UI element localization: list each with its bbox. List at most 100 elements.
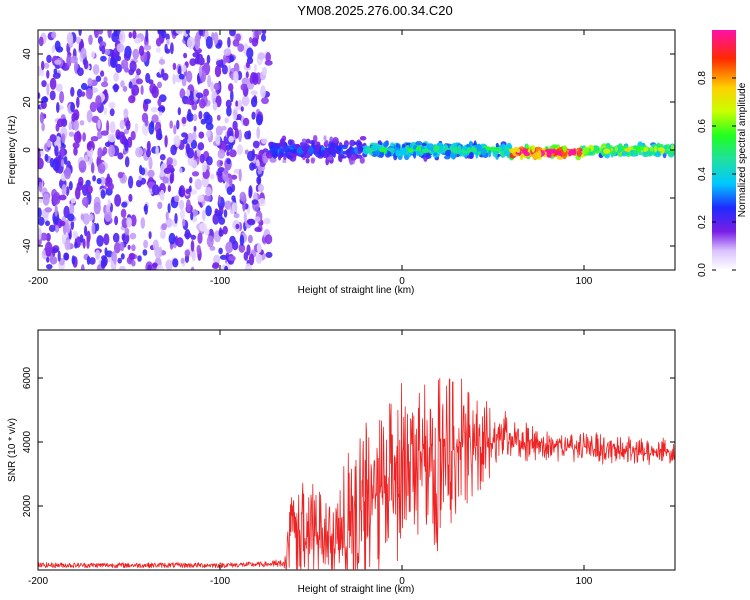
spectrogram-cell <box>169 120 173 129</box>
spectrogram-cell <box>71 255 76 265</box>
spectrogram-cell <box>194 178 202 190</box>
spectrogram-cell <box>261 33 266 42</box>
spectrogram-cell <box>256 242 262 254</box>
spectrogram-cell <box>522 149 528 155</box>
spectrogram-cell <box>186 132 194 144</box>
spectrogram-cell <box>128 81 133 89</box>
spectrogram-cell <box>41 122 45 132</box>
spectrogram-cell <box>74 186 81 200</box>
spectrogram-cell <box>68 131 75 137</box>
spectrogram-cell <box>70 86 75 97</box>
spectrogram-cell <box>125 120 131 131</box>
snr-x-ticks: -200 -100 0 100 <box>28 330 593 587</box>
snr-series-line <box>38 377 675 570</box>
spectrogram-cell <box>103 76 108 83</box>
x-tick-label: -200 <box>28 276 48 287</box>
spectrogram-cell <box>122 85 128 92</box>
spectrogram-cell <box>113 242 121 254</box>
spectrogram-cell <box>78 160 87 173</box>
spectrogram-cell <box>172 258 179 268</box>
spectrogram-cell <box>413 151 417 159</box>
colorbar-tick-label: 0.0 <box>697 263 708 277</box>
spectrogram-cell <box>104 209 112 222</box>
spectrogram-cell <box>151 85 159 99</box>
spectrogram-cell <box>229 175 233 189</box>
spectrogram-cell <box>225 144 231 152</box>
spectrogram-cell <box>286 154 293 160</box>
spectrogram-cell <box>38 147 41 160</box>
spectrogram-cell <box>311 140 315 148</box>
spectrogram-cell <box>240 83 247 91</box>
spectrogram-cell <box>219 227 223 237</box>
spectrogram-cell <box>160 230 166 239</box>
spectrogram-cell <box>73 131 82 144</box>
spectrogram-cell <box>158 58 166 65</box>
spectrogram-cell <box>143 239 149 249</box>
spectrogram-cell <box>228 83 234 92</box>
spectrogram-cell <box>83 59 89 70</box>
spectrogram-cell <box>63 156 68 165</box>
spectrogram-cell <box>118 265 126 270</box>
spectrogram-cell <box>378 148 385 153</box>
spectrogram-cell <box>66 54 72 68</box>
spectrogram-cell <box>59 91 65 104</box>
spectrogram-cell <box>48 224 56 232</box>
spectrogram-cell <box>73 109 80 121</box>
spectrogram-cell <box>156 264 164 270</box>
spectrogram-cell <box>129 60 137 73</box>
spectrogram-cell <box>119 119 125 130</box>
spectrogram-cell <box>241 95 250 107</box>
spectrogram-cell <box>64 239 71 251</box>
spectrogram-cell <box>228 149 237 158</box>
spectrogram-cell <box>79 120 85 126</box>
spectrogram-cell <box>421 148 426 153</box>
spectrogram-cell <box>251 37 259 47</box>
spectrogram-cell <box>205 186 212 197</box>
spectrogram-cell <box>624 147 631 152</box>
spectrogram-cell <box>80 91 86 97</box>
spectrogram-cell <box>212 101 218 111</box>
spectrogram-x-ticks: -200 -100 0 100 <box>28 30 593 287</box>
spectrogram-cell <box>639 143 643 147</box>
spectrogram-cell <box>186 147 195 159</box>
spectrogram-cell <box>198 98 206 109</box>
spectrogram-cell <box>193 125 197 132</box>
spectrogram-cell <box>425 154 432 159</box>
spectrogram-cell <box>264 234 273 245</box>
spectrogram-cell <box>121 201 128 208</box>
spectrogram-cell <box>183 52 188 59</box>
spectrogram-cell <box>257 52 266 60</box>
spectrogram-cell <box>99 176 106 186</box>
spectrogram-cell <box>88 157 94 164</box>
spectrogram-cell <box>252 72 259 85</box>
spectrogram-cell <box>100 55 107 62</box>
spectrogram-cell <box>244 130 251 140</box>
spectrogram-cell <box>198 131 205 139</box>
spectrogram-cell <box>97 147 103 159</box>
spectrogram-cell <box>70 219 75 230</box>
spectrogram-cell <box>264 60 273 66</box>
spectrogram-cell <box>168 232 176 245</box>
spectrogram-cell <box>68 181 73 191</box>
spectrogram-cell <box>232 120 238 131</box>
spectrogram-cell <box>198 65 203 78</box>
spectrogram-cell <box>424 148 430 153</box>
spectrogram-cell <box>107 182 115 191</box>
spectrogram-cell <box>200 118 207 125</box>
spectrogram-cell <box>245 71 249 79</box>
spectrogram-cell <box>38 207 42 218</box>
spectrogram-cell <box>262 66 267 76</box>
spectrogram-cell <box>218 247 223 255</box>
spectrogram-cell <box>221 64 228 75</box>
spectrogram-cell <box>216 60 224 67</box>
spectrogram-cell <box>131 84 140 96</box>
spectrogram-cell <box>469 140 473 149</box>
spectrogram-cell <box>49 77 57 90</box>
spectrogram-cell <box>87 77 93 87</box>
spectrogram-plot-area <box>38 30 675 270</box>
spectrogram-cell <box>438 147 445 154</box>
spectrogram-cell <box>166 157 173 165</box>
spectrogram-cell <box>222 225 228 235</box>
spectrogram-cell <box>113 252 117 265</box>
spectrogram-cell <box>354 146 358 155</box>
